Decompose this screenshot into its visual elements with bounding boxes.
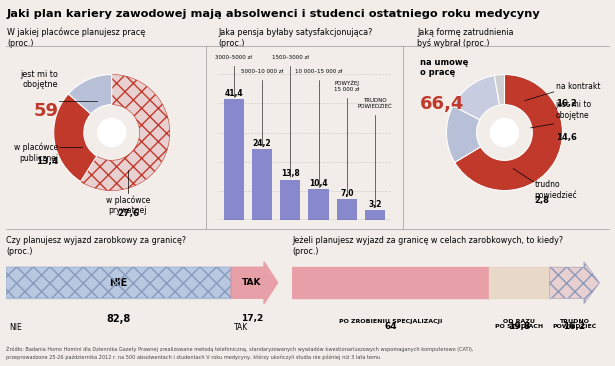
Text: na kontrakt: na kontrakt: [555, 82, 600, 91]
Text: TRUDNO
POWIEDZIEĆ: TRUDNO POWIEDZIEĆ: [552, 319, 597, 329]
Text: PO ZROBIENIU SPECJALIZACJI: PO ZROBIENIU SPECJALIZACJI: [339, 319, 442, 324]
Text: Jaką formę zatrudnienia
byś wybrał (proc.): Jaką formę zatrudnienia byś wybrał (proc…: [418, 28, 514, 48]
Text: 16,2: 16,2: [555, 99, 576, 108]
FancyArrow shape: [489, 267, 550, 298]
Text: 1500–3000 zł: 1500–3000 zł: [272, 55, 309, 60]
Text: Jaka pensja byłaby satysfakcjonująca?
(proc.): Jaka pensja byłaby satysfakcjonująca? (p…: [218, 29, 373, 48]
Circle shape: [98, 119, 125, 146]
Text: 3,2: 3,2: [368, 200, 382, 209]
Bar: [336, 199, 357, 220]
Text: 5000–10 000 zł: 5000–10 000 zł: [241, 70, 283, 74]
Wedge shape: [454, 74, 563, 191]
Text: 14,6: 14,6: [555, 132, 576, 142]
Wedge shape: [68, 74, 112, 114]
FancyArrow shape: [231, 262, 277, 304]
Text: 3000–5000 zł: 3000–5000 zł: [215, 55, 252, 60]
Text: 66,4: 66,4: [420, 95, 465, 113]
FancyArrow shape: [292, 267, 489, 298]
Wedge shape: [494, 74, 504, 105]
Text: w placówce
prywatnej: w placówce prywatnej: [106, 195, 150, 215]
Text: W jakiej placówce planujesz pracę
(proc.): W jakiej placówce planujesz pracę (proc.…: [7, 28, 146, 48]
Text: 59: 59: [33, 102, 58, 120]
Wedge shape: [446, 106, 480, 163]
Text: trudno
powiedzieć: trudno powiedzieć: [534, 180, 577, 200]
Text: Źródło: Badania Homo Homini dla Dziennika Gazety Prawnej zrealizowane metodą tel: Źródło: Badania Homo Homini dla Dziennik…: [6, 346, 474, 360]
Text: na umowę
o pracę: na umowę o pracę: [420, 58, 469, 77]
Text: OD RAZU
PO STUDIACH: OD RAZU PO STUDIACH: [495, 319, 543, 329]
Text: TAK: TAK: [242, 278, 261, 287]
Text: 27,6: 27,6: [117, 209, 139, 218]
Text: 24,2: 24,2: [253, 139, 271, 148]
Text: Czy planujesz wyjazd zarobkowy za granicę?
(proc.): Czy planujesz wyjazd zarobkowy za granic…: [6, 236, 186, 255]
Bar: [224, 100, 244, 220]
FancyArrow shape: [6, 267, 231, 298]
Wedge shape: [453, 75, 499, 120]
Bar: [365, 210, 385, 220]
Text: NIE: NIE: [9, 324, 22, 332]
Text: 13,8: 13,8: [281, 169, 300, 178]
Text: NIE: NIE: [109, 278, 128, 288]
Text: TRUDNO
POWIEDZIEĆ: TRUDNO POWIEDZIEĆ: [358, 98, 392, 109]
Text: jest mi to
obojętne: jest mi to obojętne: [555, 100, 592, 120]
Bar: [280, 180, 301, 220]
Wedge shape: [81, 74, 170, 191]
Text: 82,8: 82,8: [106, 314, 130, 324]
Text: POWYŻEJ
15 000 zł: POWYŻEJ 15 000 zł: [334, 80, 359, 92]
Text: 19,8: 19,8: [508, 322, 530, 331]
Text: 7,0: 7,0: [340, 189, 354, 198]
Text: TAK: TAK: [234, 324, 248, 332]
Circle shape: [491, 119, 518, 146]
Text: 10 000–15 000 zł: 10 000–15 000 zł: [295, 70, 342, 74]
Wedge shape: [54, 94, 97, 182]
Text: 2,8: 2,8: [534, 197, 550, 205]
Text: 10,4: 10,4: [309, 179, 328, 188]
Text: 16,2: 16,2: [563, 322, 585, 331]
Text: Jaki plan kariery zawodowej mają absolwenci i studenci ostatniego roku medycyny: Jaki plan kariery zawodowej mają absolwe…: [6, 9, 540, 19]
Text: 64: 64: [384, 322, 397, 331]
Text: 13,4: 13,4: [36, 157, 58, 166]
Text: Jeżeli planujesz wyjazd za granicę w celach zarobkowych, to kiedy?
(proc.): Jeżeli planujesz wyjazd za granicę w cel…: [292, 236, 563, 255]
Text: 17,2: 17,2: [241, 314, 263, 323]
Text: jest mi to
obojętne: jest mi to obojętne: [20, 70, 58, 89]
Text: w placówce
publicznej: w placówce publicznej: [14, 143, 58, 163]
FancyArrow shape: [550, 262, 600, 304]
Text: 41,4: 41,4: [224, 89, 243, 98]
Bar: [252, 149, 272, 220]
Bar: [308, 190, 328, 220]
